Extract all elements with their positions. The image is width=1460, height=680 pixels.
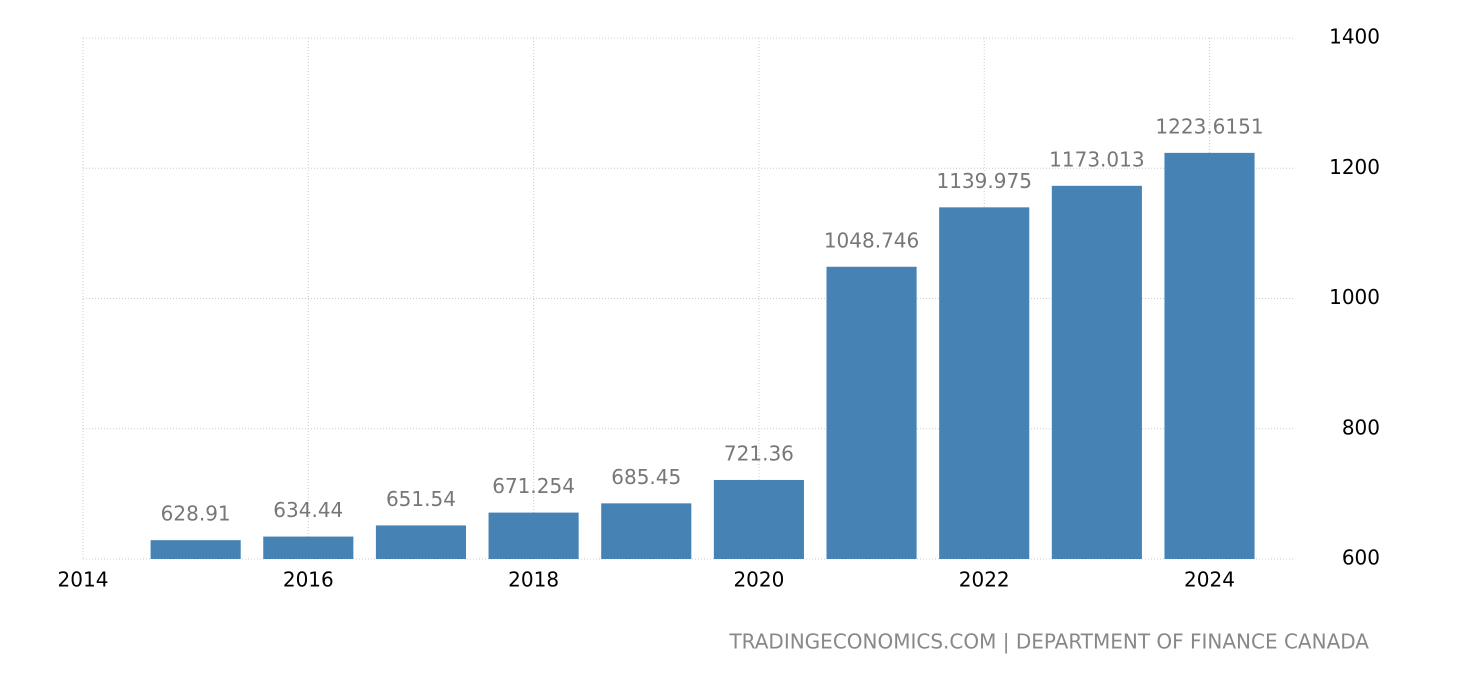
bar — [826, 266, 917, 559]
x-tick-label: 2020 — [733, 568, 784, 592]
y-tick-label: 1400 — [1329, 25, 1380, 49]
value-label: 671.254 — [492, 474, 575, 498]
value-label: 1048.746 — [824, 228, 919, 252]
bar — [939, 207, 1030, 559]
value-label: 628.91 — [161, 502, 231, 526]
value-label: 685.45 — [611, 465, 681, 489]
bar — [488, 512, 579, 559]
bar — [1164, 152, 1255, 559]
bar — [601, 503, 692, 559]
x-tick-label: 2022 — [959, 568, 1010, 592]
bar — [713, 479, 804, 559]
x-tick-label: 2014 — [58, 568, 109, 592]
x-tick-label: 2024 — [1184, 568, 1235, 592]
value-label: 721.36 — [724, 441, 794, 465]
value-label: 651.54 — [386, 487, 456, 511]
x-tick-label: 2018 — [508, 568, 559, 592]
y-tick-label: 1200 — [1329, 155, 1380, 179]
value-label: 1173.013 — [1049, 147, 1144, 171]
y-tick-label: 1000 — [1329, 285, 1380, 309]
value-label: 1139.975 — [936, 169, 1031, 193]
bar — [375, 525, 467, 559]
y-tick-label: 600 — [1342, 546, 1380, 570]
y-tick-label: 800 — [1342, 415, 1380, 439]
bar — [263, 536, 354, 559]
bar — [150, 540, 241, 559]
value-label: 634.44 — [273, 498, 343, 522]
x-tick-label: 2016 — [283, 568, 334, 592]
source: TRADINGECONOMICS.COM | DEPARTMENT OF FIN… — [728, 630, 1369, 654]
value-label: 1223.6151 — [1155, 114, 1263, 138]
bar — [1051, 185, 1142, 559]
